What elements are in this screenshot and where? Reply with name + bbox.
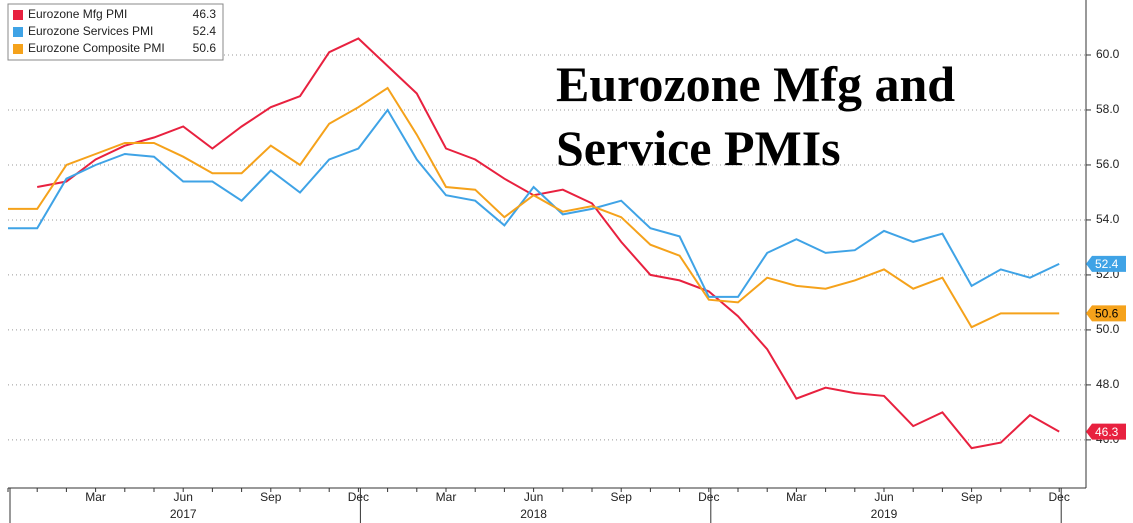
legend-label: Eurozone Mfg PMI [28,7,127,21]
y-tick-label: 58.0 [1096,102,1120,116]
x-tick-label: Mar [85,490,106,504]
series-line [37,37,1060,450]
legend-swatch [13,10,23,20]
value-tag-label: 50.6 [1095,307,1119,321]
x-tick-label: Sep [961,490,983,504]
legend-value: 52.4 [193,24,217,38]
x-tick-label: Sep [260,490,282,504]
legend-label: Eurozone Services PMI [28,24,153,38]
x-tick-label: Jun [524,490,543,504]
legend-label: Eurozone Composite PMI [28,41,165,55]
legend-swatch [13,44,23,54]
legend-box [7,3,224,61]
legend-value: 50.6 [193,41,217,55]
value-tag [1086,305,1126,322]
y-tick-label: 50.0 [1096,322,1120,336]
series-line [8,108,1060,298]
value-tag [1086,423,1126,440]
legend-swatch [13,27,23,37]
x-tick-label: Mar [786,490,807,504]
legend-value: 46.3 [193,7,217,21]
value-tag [1086,255,1126,272]
x-tick-label: Jun [174,490,193,504]
year-label: 2018 [520,507,547,521]
y-tick-label: 48.0 [1096,377,1120,391]
x-tick-label: Dec [1049,490,1070,504]
value-tag-label: 46.3 [1095,425,1119,439]
y-tick-label: 54.0 [1096,212,1120,226]
y-tick-label: 56.0 [1096,157,1120,171]
x-tick-label: Dec [698,490,719,504]
x-tick-label: Sep [611,490,633,504]
chart-title: Eurozone Mfg and Service PMIs [556,56,956,176]
y-tick-label: 60.0 [1096,47,1120,61]
x-tick-label: Mar [436,490,457,504]
value-tag-label: 52.4 [1095,257,1119,271]
legend: Eurozone Mfg PMI 46.3 Eurozone Services PM… [7,3,224,61]
year-label: 2019 [871,507,898,521]
x-tick-label: Jun [874,490,893,504]
x-tick-label: Dec [348,490,369,504]
year-label: 2017 [170,507,197,521]
series-line [8,86,1060,329]
